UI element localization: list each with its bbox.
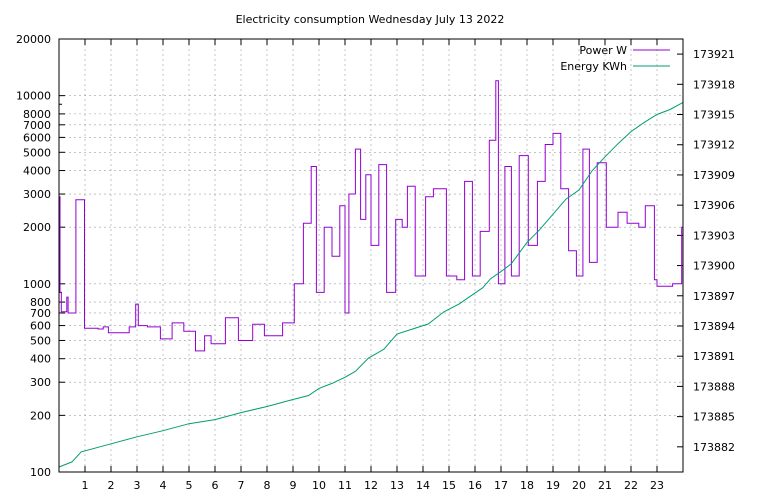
x-tick-label: 6: [212, 479, 219, 492]
x-tick-label: 20: [572, 479, 586, 492]
y2-tick-label: 173906: [693, 199, 735, 212]
right-axis: 173882 173885 173888 173891 173894 173897 1739…: [677, 48, 735, 454]
y-tick-label: 1000: [23, 278, 51, 291]
y2-tick-label: 173897: [693, 290, 735, 303]
x-tick-label: 12: [364, 479, 378, 492]
x-tick-label: 14: [416, 479, 430, 492]
series-line-power-w: [59, 80, 683, 352]
grid: [59, 38, 683, 473]
y2-tick-label: 173921: [693, 48, 735, 61]
y2-tick-label: 173885: [693, 411, 735, 424]
x-tick-label: 5: [186, 479, 193, 492]
x-tick-label: 13: [390, 479, 404, 492]
legend-label: Energy KWh: [560, 60, 627, 73]
y-tick-label: 6000: [23, 131, 51, 144]
y-tick-label: 3000: [23, 188, 51, 201]
y-tick-label: 7000: [23, 119, 51, 132]
y-tick-label: 4000: [23, 165, 51, 178]
y-tick-label: 10000: [16, 90, 51, 103]
plot-frame: [58, 38, 684, 473]
y2-tick-label: 173918: [693, 78, 735, 91]
y2-tick-label: 173909: [693, 169, 735, 182]
x-tick-label: 23: [650, 479, 664, 492]
y-tick-label: 800: [30, 296, 51, 309]
x-tick-label: 15: [442, 479, 456, 492]
y2-tick-label: 173891: [693, 350, 735, 363]
x-tick-label: 21: [598, 479, 612, 492]
y-tick-label: 2000: [23, 221, 51, 234]
plot-area: [58, 80, 684, 468]
x-tick-label: 7: [238, 479, 245, 492]
x-tick-label: 16: [468, 479, 482, 492]
y-tick-label: 600: [30, 320, 51, 333]
y-tick-label: 500: [30, 334, 51, 347]
x-axis: 1 2 3 4 5 6 7 8 9 10 11 12 13 14 15 16 17 18 19 20 21 22 23: [82, 39, 664, 492]
x-tick-label: 18: [520, 479, 534, 492]
y-tick-label: 400: [30, 353, 51, 366]
y-tick-label: 100: [30, 466, 51, 479]
y2-tick-label: 173882: [693, 441, 735, 454]
x-tick-label: 9: [290, 479, 297, 492]
series-line-energy-kwh: [58, 101, 684, 468]
y2-tick-label: 173903: [693, 229, 735, 242]
y2-tick-label: 173894: [693, 320, 735, 333]
chart-title: Electricity consumption Wednesday July 1…: [236, 13, 505, 26]
x-tick-label: 19: [546, 479, 560, 492]
y-tick-label: 20000: [16, 33, 51, 46]
y-tick-label: 300: [30, 376, 51, 389]
y-tick-label: 8000: [23, 108, 51, 121]
x-tick-label: 11: [338, 479, 352, 492]
x-tick-label: 1: [82, 479, 89, 492]
y2-tick-label: 173900: [693, 260, 735, 273]
legend-label: Power W: [579, 44, 627, 57]
legend: Power W Energy KWh: [560, 44, 670, 73]
x-tick-label: 8: [264, 479, 271, 492]
x-tick-label: 3: [134, 479, 141, 492]
y-tick-label: 200: [30, 409, 51, 422]
x-tick-label: 17: [494, 479, 508, 492]
x-tick-label: 22: [624, 479, 638, 492]
y2-tick-label: 173912: [693, 139, 735, 152]
y-tick-label: 5000: [23, 146, 51, 159]
x-tick-label: 10: [312, 479, 326, 492]
x-tick-label: 2: [108, 479, 115, 492]
x-tick-label: 4: [160, 479, 167, 492]
y-tick-label: 700: [30, 307, 51, 320]
y2-tick-label: 173888: [693, 380, 735, 393]
y2-tick-label: 173915: [693, 109, 735, 122]
